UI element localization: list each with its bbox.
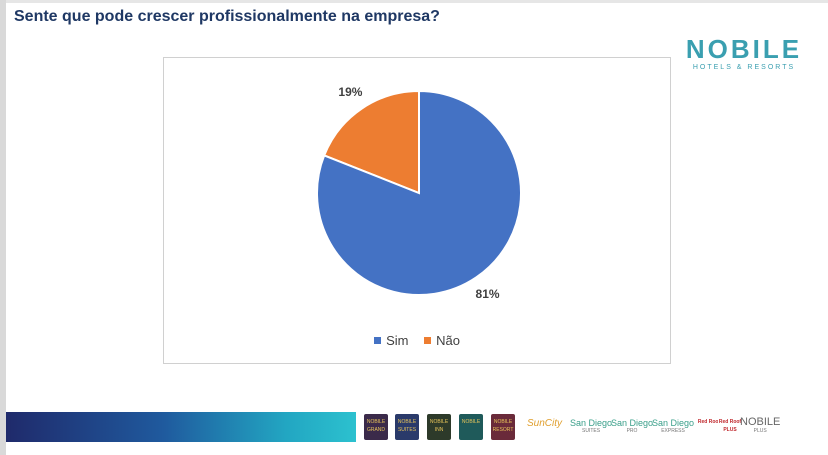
brand-sandiego-suites-logo: San Diego SUITES [570,418,612,434]
brand-nobile-grand-logo: NOBILE GRAND [364,414,388,440]
slide-title: Sente que pode crescer profissionalmente… [14,8,440,25]
left-border [0,0,6,455]
brand-sandiego-pro-name: San Diego [611,418,654,428]
data-label-no: 19% [338,85,362,99]
brand-sandiego-express-name: San Diego [652,418,695,428]
brand-sandiego-pro-logo: San Diego PRO [611,418,653,434]
brand-nobile-plus-name: NOBILE [740,416,781,428]
brand-sandiego-express-sub: EXPRESS [661,428,685,434]
chart-legend: Sim Não [164,333,670,348]
brand-nobile-resort-logo: NOBILE RESORT [491,414,515,440]
nobile-logo: NOBILE HOTELS & RESORTS [684,36,804,71]
brand-sandiego-pro-sub: PRO [626,428,638,434]
brand-nobile-inn-logo: NOBILE INN [427,414,451,440]
brand-sandiego-suites-sub: SUITES [581,428,601,434]
brand-nobile-plus-logo: NOBILE PLUS [740,416,780,434]
brand-nobile-suites-logo: NOBILE SUITES [395,414,419,440]
footer-gradient-bar [6,412,356,442]
legend-item-sim: Sim [374,333,408,348]
data-label-sim: 81% [476,287,500,301]
legend-label-sim: Sim [386,333,409,348]
legend-item-nao: Não [424,333,460,348]
legend-swatch-nao [424,337,432,344]
pie-slice-no [322,89,420,195]
logo-wordmark: NOBILE [685,34,803,64]
brand-nobile-plus-sub: PLUS [753,428,767,434]
brand-nobile-logo: NOBILE [459,414,483,440]
legend-label-nao: Não [436,333,460,348]
top-border [0,0,828,3]
pie-svg: 19% 81% [316,85,522,301]
brand-redroof-logo: Red Roof [697,414,721,440]
brand-suncity-logo: SunCity [527,418,563,429]
logo-tagline: HOTELS & RESORTS [692,64,796,71]
brand-redroof-plus-logo: Red Roof PLUS [718,414,742,440]
brand-sandiego-suites-name: San Diego [570,418,613,428]
legend-swatch-sim [374,337,382,344]
brand-sandiego-express-logo: San Diego EXPRESS [652,418,694,434]
pie-chart: 19% 81% Sim Não [163,57,671,364]
pie-slice-sim [316,89,522,296]
